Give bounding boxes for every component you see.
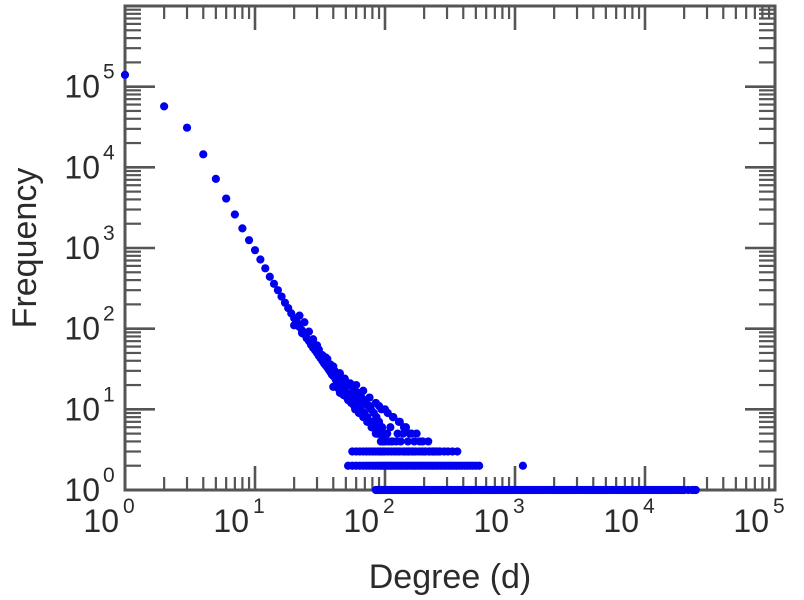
data-point (352, 380, 361, 390)
data-point (365, 393, 374, 402)
data-point (401, 423, 411, 432)
data-point (475, 461, 484, 470)
axes-border (123, 4, 777, 492)
data-point (386, 423, 395, 432)
data-point (265, 272, 274, 281)
y-axis-title: Frequency (6, 168, 44, 329)
y-tick-label: 10 4 (64, 141, 115, 185)
svg-text:10: 10 (603, 503, 639, 539)
data-point (199, 150, 208, 159)
y-tick-label: 10 1 (64, 383, 114, 427)
x-tick-label: 10 3 (473, 495, 524, 539)
data-point (329, 362, 338, 371)
data-point (371, 423, 380, 432)
data-point (211, 174, 220, 183)
svg-text:2: 2 (103, 303, 115, 326)
svg-text:10: 10 (64, 311, 100, 347)
svg-text:5: 5 (773, 495, 785, 518)
data-point (297, 329, 307, 338)
axis-ticks (123, 4, 777, 492)
data-point (453, 447, 462, 456)
data-point (120, 70, 130, 79)
data-point (347, 398, 356, 408)
svg-text:1: 1 (253, 495, 265, 518)
data-point (277, 292, 286, 301)
data-point (306, 337, 316, 346)
data-point (314, 345, 323, 354)
data-point (518, 461, 527, 470)
svg-text:10: 10 (83, 503, 119, 539)
data-point (396, 437, 405, 446)
svg-text:3: 3 (513, 495, 525, 518)
x-axis-title: Degree (d) (369, 558, 532, 596)
data-point (182, 123, 192, 132)
data-point (250, 246, 260, 255)
svg-text:4: 4 (103, 141, 115, 164)
data-point (160, 102, 169, 111)
data-point (691, 485, 700, 495)
svg-text:10: 10 (64, 391, 100, 427)
svg-text:3: 3 (103, 222, 115, 245)
svg-text:0: 0 (103, 464, 115, 487)
x-tick-label: 10 0 (83, 495, 134, 539)
y-tick-label: 10 3 (64, 222, 114, 266)
data-point (388, 413, 397, 422)
svg-text:10: 10 (64, 69, 100, 105)
data-point (359, 386, 368, 395)
data-point (379, 429, 388, 438)
plot-frame (123, 4, 777, 492)
data-point (334, 384, 343, 393)
scatter-points (120, 70, 700, 495)
data-point (300, 318, 309, 327)
svg-text:10: 10 (343, 503, 379, 539)
svg-text:10: 10 (473, 503, 509, 539)
svg-text:10: 10 (64, 230, 100, 266)
data-point (412, 429, 421, 438)
data-point (230, 210, 239, 219)
x-tick-label: 10 5 (733, 495, 784, 539)
data-point (363, 417, 372, 426)
svg-text:10: 10 (64, 149, 100, 185)
data-point (323, 354, 332, 364)
data-point (295, 311, 304, 320)
data-point (304, 327, 314, 336)
data-point (269, 279, 279, 288)
x-tick-labels: 10 0 10 1 10 2 10 3 10 4 10 5 (83, 495, 784, 539)
data-point (399, 429, 408, 438)
data-point (222, 194, 231, 203)
data-point (365, 401, 374, 411)
data-point (261, 264, 270, 273)
data-point (273, 286, 282, 295)
svg-text:10: 10 (213, 503, 249, 539)
svg-text:2: 2 (383, 495, 395, 518)
data-point (395, 417, 404, 426)
data-point (374, 401, 384, 411)
svg-text:10: 10 (733, 503, 769, 539)
data-point (424, 437, 433, 446)
x-tick-label: 10 4 (603, 495, 655, 539)
svg-text:4: 4 (643, 495, 655, 518)
data-point (290, 321, 299, 330)
svg-text:0: 0 (123, 495, 135, 518)
data-point (403, 437, 412, 446)
data-point (340, 374, 349, 383)
data-point (244, 236, 254, 245)
x-tick-label: 10 2 (343, 495, 394, 539)
x-tick-label: 10 1 (213, 495, 264, 539)
y-tick-label: 10 2 (64, 303, 114, 347)
svg-text:1: 1 (103, 383, 115, 406)
svg-text:10: 10 (64, 472, 100, 508)
data-point (256, 255, 265, 264)
y-tick-label: 10 0 (64, 464, 114, 508)
svg-text:5: 5 (103, 61, 115, 84)
data-point (380, 405, 390, 414)
data-point (335, 369, 345, 378)
y-tick-label: 10 5 (64, 61, 114, 105)
data-point (238, 224, 247, 233)
